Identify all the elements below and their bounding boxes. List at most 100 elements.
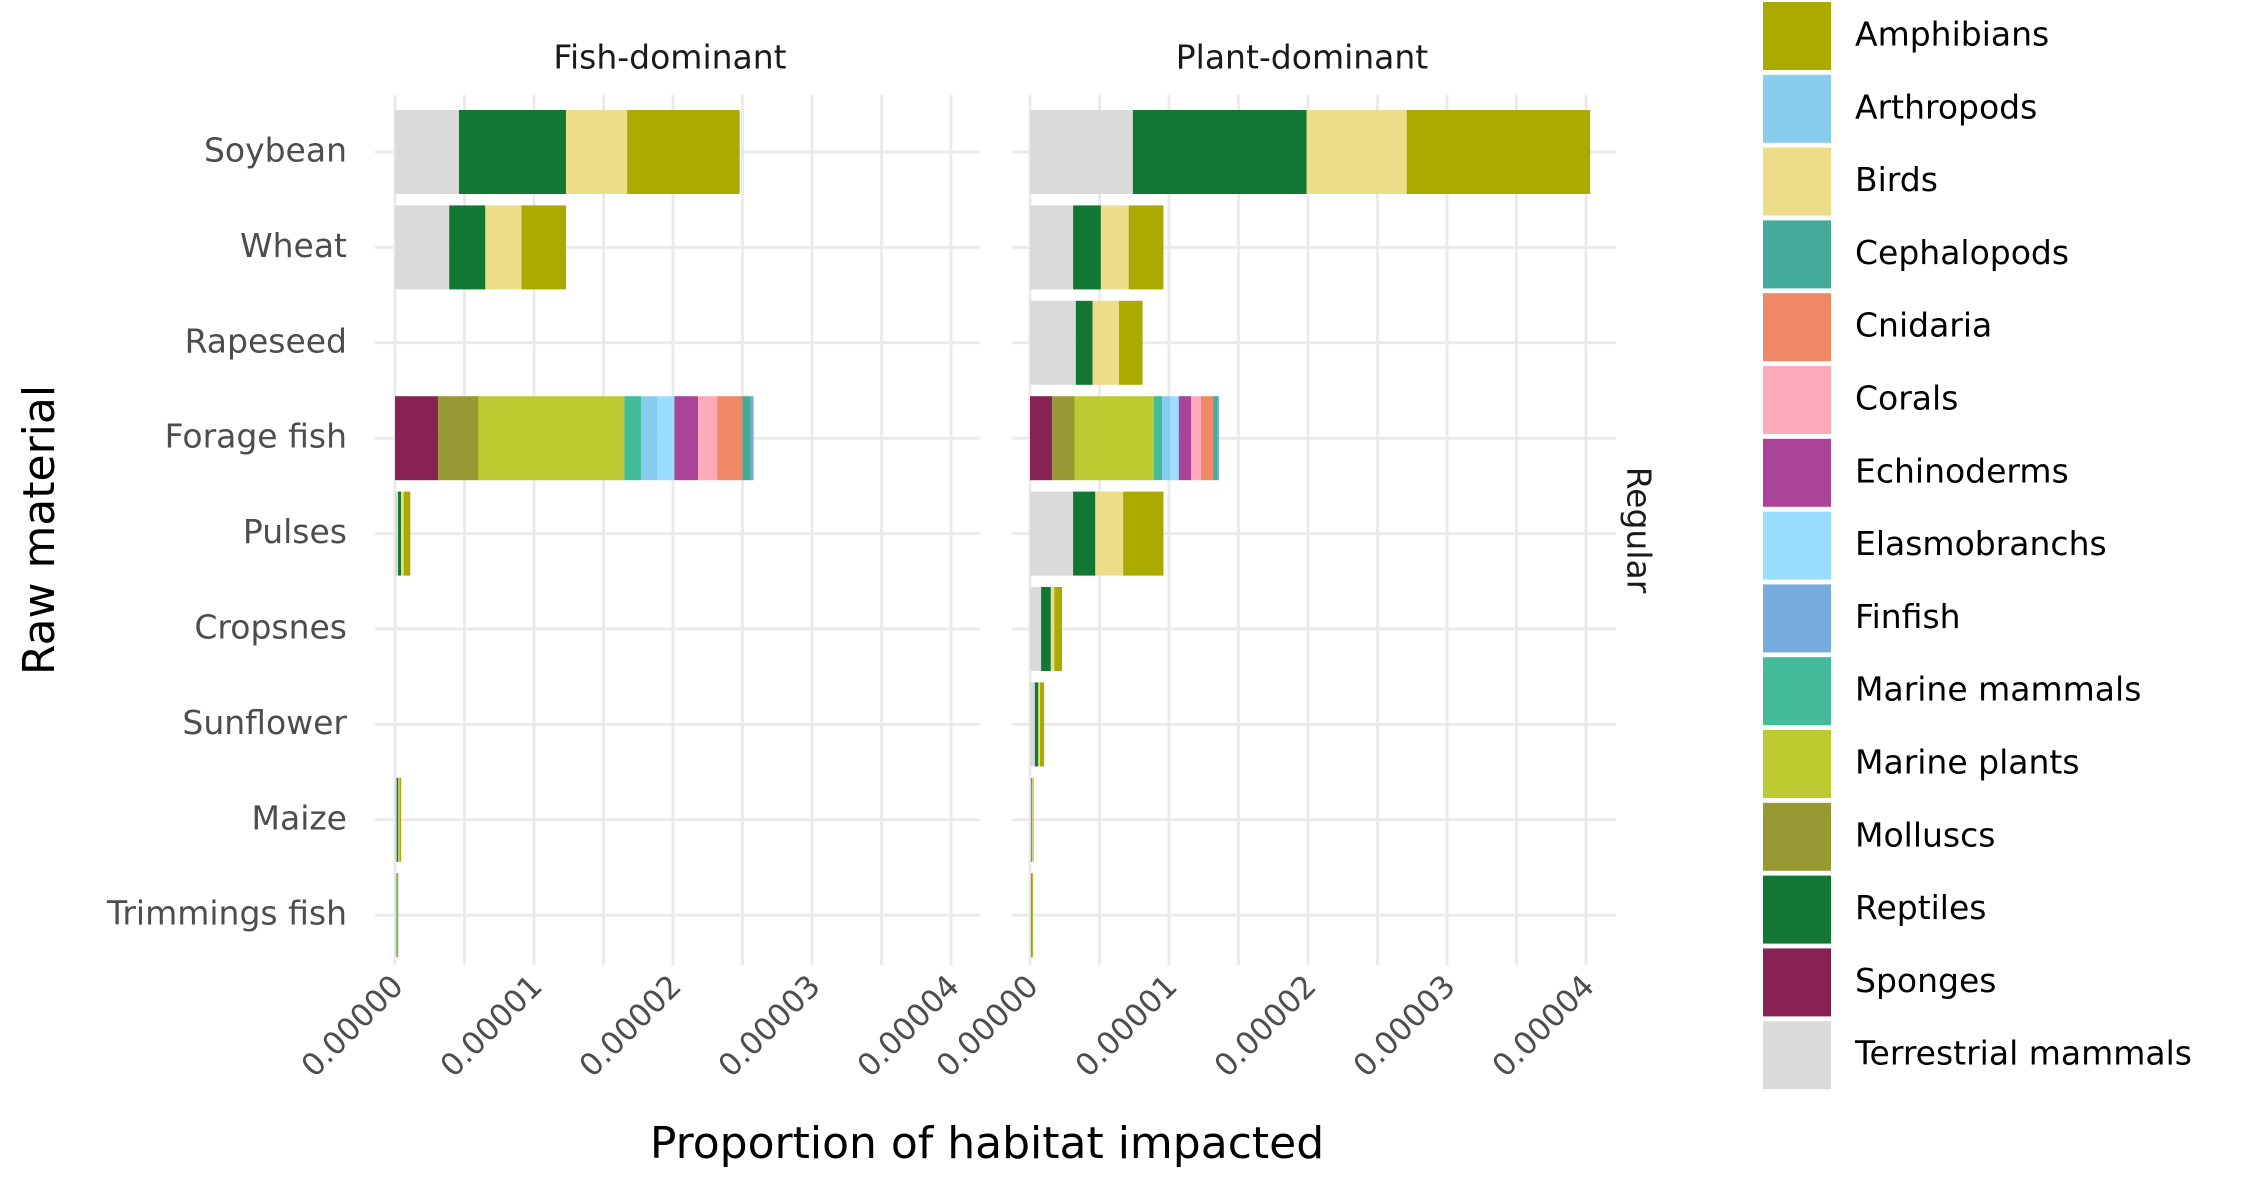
x-tick-label-plant-dominant: 0.00002 [1208,968,1324,1084]
legend-key-molluscs [1763,802,1831,871]
bar-plant-dominant-forage-fish-molluscs [1052,396,1075,481]
bar-plant-dominant-forage-fish-cnidaria [1200,396,1214,481]
legend-label-finfish: Finfish [1855,597,1961,636]
bar-plant-dominant-soybean-birds [1306,110,1407,194]
legend-label-molluscs: Molluscs [1855,815,1995,854]
bar-plant-dominant-maize-reptiles [1031,777,1033,862]
legend-key-reptiles [1763,875,1831,944]
bar-fish-dominant-pulses-terrestrial-mammals [395,491,399,576]
x-tick-label-fish-dominant: 0.00000 [295,968,411,1084]
bar-plant-dominant-soybean-amphibians [1406,110,1591,194]
legend-label-birds: Birds [1855,160,1938,199]
bar-fish-dominant-pulses-birds [401,491,404,576]
y-tick-label-soybean: Soybean [204,131,347,170]
legend-key-elasmobranchs [1763,511,1831,580]
y-tick-label-rapeseed: Rapeseed [185,321,347,360]
bar-layer [395,110,1591,958]
bar-plant-dominant-sunflower-amphibians [1040,682,1045,767]
x-tick-label-fish-dominant: 0.00002 [573,968,689,1084]
bar-fish-dominant-wheat-birds [485,205,522,290]
bar-fish-dominant-maize-reptiles [396,777,399,862]
bar-fish-dominant-forage-fish-marine-plants [478,396,625,481]
bar-fish-dominant-trimmings-fish-amphibians [397,873,399,958]
y-tick-label-forage-fish: Forage fish [165,417,347,456]
bar-plant-dominant-forage-fish-finfish [1217,396,1220,481]
bar-fish-dominant-forage-fish-arthropods [641,396,658,481]
x-tick-label-fish-dominant: 0.00003 [712,968,828,1084]
legend-key-corals [1763,366,1831,434]
bar-fish-dominant-maize-birds [398,777,400,862]
bar-fish-dominant-trimmings-fish-terrestrial-mammals [395,873,397,958]
bar-fish-dominant-soybean-reptiles [458,110,566,194]
legend-key-echinoderms [1763,438,1831,507]
legend-label-cnidaria: Cnidaria [1855,306,1992,345]
legend-label-amphibians: Amphibians [1855,15,2049,54]
facet-strip-plant-dominant: Plant-dominant [1176,38,1429,77]
bar-plant-dominant-rapeseed-reptiles [1075,300,1093,385]
bar-plant-dominant-cropsnes-amphibians [1054,587,1062,671]
bar-plant-dominant-forage-fish-marine-plants [1074,396,1154,481]
legend-label-reptiles: Reptiles [1855,888,1986,927]
bar-plant-dominant-cropsnes-reptiles [1041,587,1051,671]
bar-plant-dominant-wheat-terrestrial-mammals [1030,205,1074,290]
bar-plant-dominant-forage-fish-sponges [1030,396,1053,481]
bar-fish-dominant-forage-fish-molluscs [438,396,479,481]
bar-plant-dominant-wheat-amphibians [1128,205,1164,290]
legend-key-marine-plants [1763,730,1831,798]
bar-plant-dominant-rapeseed-amphibians [1118,300,1143,385]
legend-key-arthropods [1763,74,1831,143]
bar-fish-dominant-forage-fish-sponges [395,396,439,481]
bar-plant-dominant-maize-birds [1032,777,1033,862]
bar-plant-dominant-forage-fish-arthropods [1162,396,1171,481]
y-tick-label-pulses: Pulses [243,512,347,551]
bar-fish-dominant-maize-amphibians [399,777,402,862]
bar-fish-dominant-forage-fish-finfish [750,396,754,481]
legend-label-arthropods: Arthropods [1855,87,2037,126]
legend-label-corals: Corals [1855,379,1958,418]
bar-fish-dominant-forage-fish-echinoderms [674,396,699,481]
bar-plant-dominant-sunflower-birds [1038,682,1041,767]
bar-fish-dominant-forage-fish-marine-mammals [624,396,642,481]
legend-key-marine-mammals [1763,657,1831,726]
bar-plant-dominant-pulses-terrestrial-mammals [1030,491,1074,576]
bar-fish-dominant-trimmings-fish-reptiles [396,873,398,958]
bar-fish-dominant-soybean-terrestrial-mammals [395,110,459,194]
bar-fish-dominant-wheat-reptiles [449,205,486,290]
bar-fish-dominant-soybean-amphibians [627,110,740,194]
legend-label-marine-mammals: Marine mammals [1855,670,2141,709]
x-tick-label-plant-dominant: 0.00001 [1069,968,1185,1084]
y-tick-label-sunflower: Sunflower [182,703,347,742]
bar-plant-dominant-forage-fish-marine-mammals [1153,396,1163,481]
legend-label-echinoderms: Echinoderms [1855,451,2069,490]
bar-fish-dominant-wheat-amphibians [521,205,566,290]
bar-plant-dominant-pulses-amphibians [1123,491,1164,576]
legend-label-elasmobranchs: Elasmobranchs [1855,524,2107,563]
legend-key-amphibians [1763,2,1831,70]
bar-plant-dominant-maize-terrestrial-mammals [1030,777,1032,862]
legend-key-birds [1763,147,1831,216]
legend-key-cnidaria [1763,293,1831,362]
bar-plant-dominant-soybean-reptiles [1132,110,1307,194]
facet-strip-fish-dominant: Fish-dominant [553,38,786,77]
bar-plant-dominant-cropsnes-birds [1050,587,1055,671]
label-layer: Fish-dominant Plant-dominant Regular Pro… [14,38,1659,1170]
bar-plant-dominant-trimmings-fish-amphibians [1032,873,1034,958]
y-tick-label-cropsnes: Cropsnes [194,608,347,647]
row-strip-regular: Regular [1620,467,1659,594]
y-tick-label-wheat: Wheat [240,226,347,265]
bar-plant-dominant-trimmings-fish-terrestrial-mammals [1030,873,1032,958]
bar-fish-dominant-pulses-reptiles [398,491,402,576]
y-axis-title: Raw material [14,385,65,675]
bar-fish-dominant-maize-terrestrial-mammals [395,777,397,862]
x-tick-label-plant-dominant: 0.00004 [1486,968,1602,1084]
legend-key-sponges [1763,948,1831,1017]
bar-fish-dominant-soybean-birds [565,110,628,194]
x-tick-label-fish-dominant: 0.00001 [434,968,550,1084]
bar-fish-dominant-forage-fish-cnidaria [717,396,743,481]
bar-plant-dominant-sunflower-terrestrial-mammals [1030,682,1035,767]
legend: Amphibians Arthropods Birds Cephalopods Cnid… [1763,2,2192,1090]
bar-plant-dominant-pulses-reptiles [1073,491,1096,576]
x-axis-title: Proportion of habitat impacted [650,1118,1324,1169]
y-tick-label-trimmings-fish: Trimmings fish [106,894,347,933]
